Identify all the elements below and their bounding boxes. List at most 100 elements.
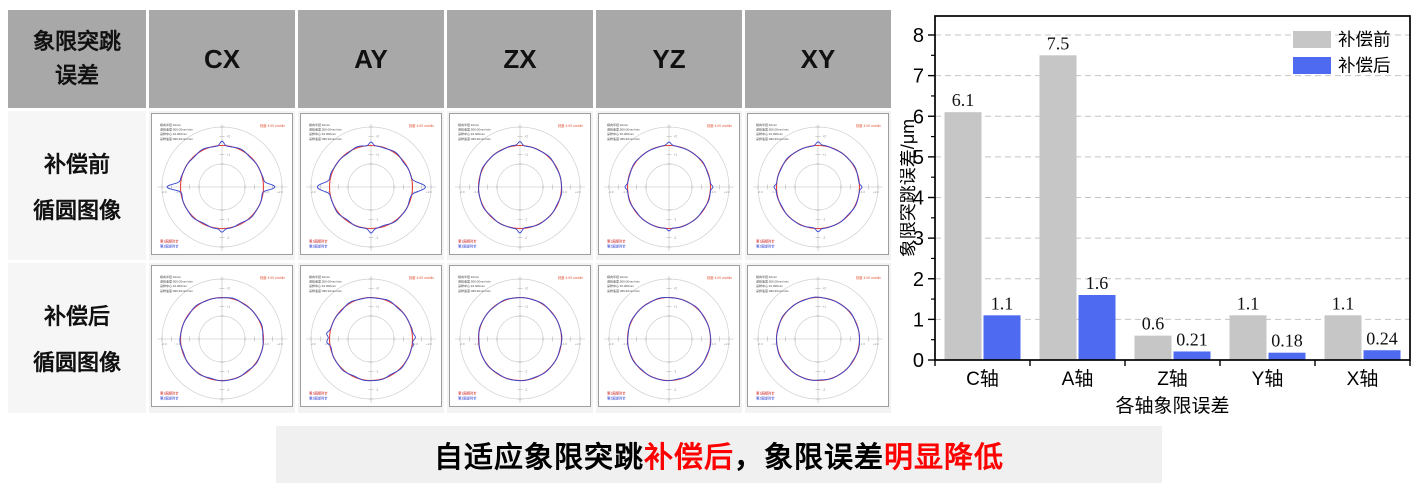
svg-label: 第1圈顺时针	[756, 239, 775, 244]
svg-label: -1	[823, 369, 826, 373]
trace-path	[624, 141, 714, 232]
svg-label: 6	[913, 106, 924, 128]
ballbar-plot-after-CX: +2 +1 -1 -2 -2.0 -1.0 +1.0 +2.0 横向半径:10mm 进给速度:50…	[151, 265, 293, 407]
caption-segment: 自适应象限突跳	[433, 441, 644, 474]
svg-label: 第1圈顺时针	[309, 391, 328, 396]
svg-label: 刻度 4.00 um/div	[707, 275, 733, 280]
svg-label: 采样速度:499.92mm/min	[607, 136, 640, 141]
ballbar-plot-before-XY: +2 +1 -1 -2 -2.0 -1.0 +1.0 +2.0 横向半径:10mm 进给速度:50…	[747, 113, 889, 255]
svg-label: -2.0	[161, 190, 167, 194]
svg-label: 采样速度:499.92mm/min	[756, 288, 789, 293]
svg-label: 第2圈逆时针	[458, 396, 477, 401]
svg-label: 进给速度:500.00mm/min	[607, 279, 640, 284]
trace-path	[478, 141, 563, 234]
svg-label: C轴	[966, 368, 999, 390]
svg-label: 补偿前	[1338, 30, 1391, 50]
svg-label: 第1圈顺时针	[309, 239, 328, 244]
ballbar-svg-before-XY: +2 +1 -1 -2 -2.0 -1.0 +1.0 +2.0 横向半径:10mm进给速度:50…	[753, 122, 883, 251]
svg-label: -2.0	[310, 342, 316, 346]
ballbar-svg-before-AY: +2+1-1-2-2.0 -1.0 +1.0 +2.0横向半径:10mm进给速度:50…	[306, 122, 436, 251]
svg-label: -1.0	[324, 342, 330, 346]
plot-cell: +2 +1 -1 -2 -2.0 -1.0 +1.0 +2.0 横向半径:10mm 进给速度:50…	[447, 111, 593, 260]
ballbar-svg-before-CX: +2 +1 -1 -2 -2.0 -1.0 +1.0 +2.0 横向半径:10mm进给速度:50…	[157, 122, 287, 251]
svg-label: 横向半径:10mm	[160, 122, 182, 127]
bar-after-3	[1268, 352, 1306, 360]
svg-label: 补偿后	[1338, 56, 1391, 76]
svg-label: 第1圈顺时针	[160, 239, 179, 244]
svg-label: 第2圈逆时针	[160, 244, 179, 249]
svg-label: -2.0	[608, 342, 614, 346]
trace-path	[326, 297, 416, 382]
svg-label: +2	[525, 286, 529, 290]
plot-cell: +2 +1 -1 -2 -2.0 -1.0 +1.0 +2.0 横向半径:10mm 进给速度:50…	[149, 111, 295, 260]
reference-circle	[775, 144, 861, 230]
svg-label: 采样中心:10.000mm	[160, 131, 188, 136]
ballbar-svg-after-AY: +2 +1 -1 -2 -2.0 -1.0 +1.0 +2.0 横向半径:10mm进给速度:50…	[306, 274, 436, 403]
bar-before-1	[1039, 55, 1077, 360]
svg-label: +1	[674, 305, 678, 309]
svg-label: 采样中心:10.000mm	[309, 283, 337, 288]
svg-label: 第2圈逆时针	[607, 244, 626, 249]
svg-label: 进给速度:500.00mm/min	[756, 127, 789, 132]
ballbar-plot-before-YZ: +2 +1 -1 -2 -2.0 -1.0 +1.0 +2.0 横向半径:10mm 进给速度:50…	[598, 113, 740, 255]
svg-label: 采样中心:10.000mm	[607, 283, 635, 288]
svg-label: +2	[376, 134, 380, 138]
svg-label: 0.6	[1142, 314, 1165, 334]
col-header-zx: ZX	[447, 10, 593, 108]
svg-label: Y轴	[1252, 368, 1284, 390]
trace-path	[773, 141, 863, 233]
svg-label: +1	[674, 153, 678, 157]
ballbar-plot-before-CX: +2 +1 -1 -2 -2.0 -1.0 +1.0 +2.0 横向半径:10mm 进给速度:50…	[151, 113, 293, 255]
svg-label: 象限突跳误差/μm	[900, 119, 918, 257]
row-label-after-line2: 循圆图像	[32, 350, 121, 375]
svg-label: +2	[823, 134, 827, 138]
svg-label: 进给速度:500.00mm/min	[309, 279, 342, 284]
ballbar-svg-after-XY: +2 +1 -1 -2 -2.0 -1.0 +1.0 +2.0 横向半径:10mm进给速度:50…	[753, 274, 883, 403]
svg-label: 第2圈逆时针	[756, 244, 775, 249]
svg-label: -1.0	[175, 342, 181, 346]
ballbar-svg-after-YZ: +2 +1 -1 -2 -2.0 -1.0 +1.0 +2.0 横向半径:10mm进给速度:50…	[604, 274, 734, 403]
trace-path	[166, 140, 276, 233]
svg-label: 0	[913, 350, 924, 372]
table-corner-header: 象限突跳 误差	[8, 10, 146, 108]
svg-label: 刻度 4.00 um/div	[558, 275, 584, 280]
svg-label: 横向半径:10mm	[607, 274, 629, 279]
svg-label: 横向半径:10mm	[607, 122, 629, 127]
svg-label: +2	[823, 286, 827, 290]
svg-label: 进给速度:500.00mm/min	[309, 127, 342, 132]
svg-label: 4	[913, 188, 924, 210]
svg-label: 第2圈逆时针	[160, 396, 179, 401]
svg-label: -2	[674, 388, 677, 392]
svg-label: +1.0	[561, 190, 567, 194]
bar-after-4	[1363, 350, 1401, 360]
caption-bar: 自适应象限突跳 补偿后 ，象限误差 明显降低	[276, 426, 1162, 483]
svg-label: +2.0	[724, 190, 730, 194]
col-header-ay: AY	[298, 10, 444, 108]
svg-label: 各轴象限误差	[1115, 395, 1229, 417]
row-label-before: 补偿前 循圆图像	[8, 111, 146, 260]
svg-label: +1	[227, 305, 231, 309]
bar-chart-svg: 0 1 2 3 4 5 6 7 8 6.1 1.1 C轴 7.5 1.6 A轴 0.6 0.21 Z轴 1.1 0.1…	[898, 15, 1411, 417]
svg-label: -1	[227, 217, 230, 221]
svg-label: -2.0	[459, 342, 465, 346]
svg-label: 第1圈顺时针	[607, 391, 626, 396]
svg-label: -1.0	[771, 190, 777, 194]
svg-label: -1.0	[473, 190, 479, 194]
svg-label: +1.0	[263, 342, 269, 346]
svg-label: 采样速度:499.92mm/min	[309, 136, 342, 141]
ballbar-plot-after-ZX: +2 +1 -1 -2 -2.0 -1.0 +1.0 +2.0 横向半径:10mm 进给速度:50…	[449, 265, 591, 407]
legend-swatch-after	[1293, 57, 1331, 74]
ballbar-plot-before-ZX: +2 +1 -1 -2 -2.0 -1.0 +1.0 +2.0 横向半径:10mm 进给速度:50…	[449, 113, 591, 255]
svg-label: 刻度 4.00 um/div	[707, 123, 733, 128]
bar-chart: 0 1 2 3 4 5 6 7 8 6.1 1.1 C轴 7.5 1.6 A轴 0.6 0.21 Z轴 1.1 0.1…	[898, 2, 1414, 428]
svg-label: +2	[227, 134, 231, 138]
svg-label: 0.21	[1176, 329, 1208, 349]
ballbar-svg-after-ZX: +2 +1 -1 -2 -2.0 -1.0 +1.0 +2.0 横向半径:10mm进给速度:50…	[455, 274, 585, 403]
plot-cell: +2 +1 -1 -2 -2.0 -1.0 +1.0 +2.0 横向半径:10mm 进给速度:50…	[298, 263, 444, 413]
bar-before-0	[944, 112, 982, 360]
svg-label: -2.0	[757, 342, 763, 346]
svg-label: 第1圈顺时针	[458, 239, 477, 244]
svg-label: -1	[823, 217, 826, 221]
plot-cell: +2 +1 -1 -2 -2.0 -1.0 +1.0 +2.0 横向半径:10mm 进给速度:50…	[745, 263, 891, 413]
